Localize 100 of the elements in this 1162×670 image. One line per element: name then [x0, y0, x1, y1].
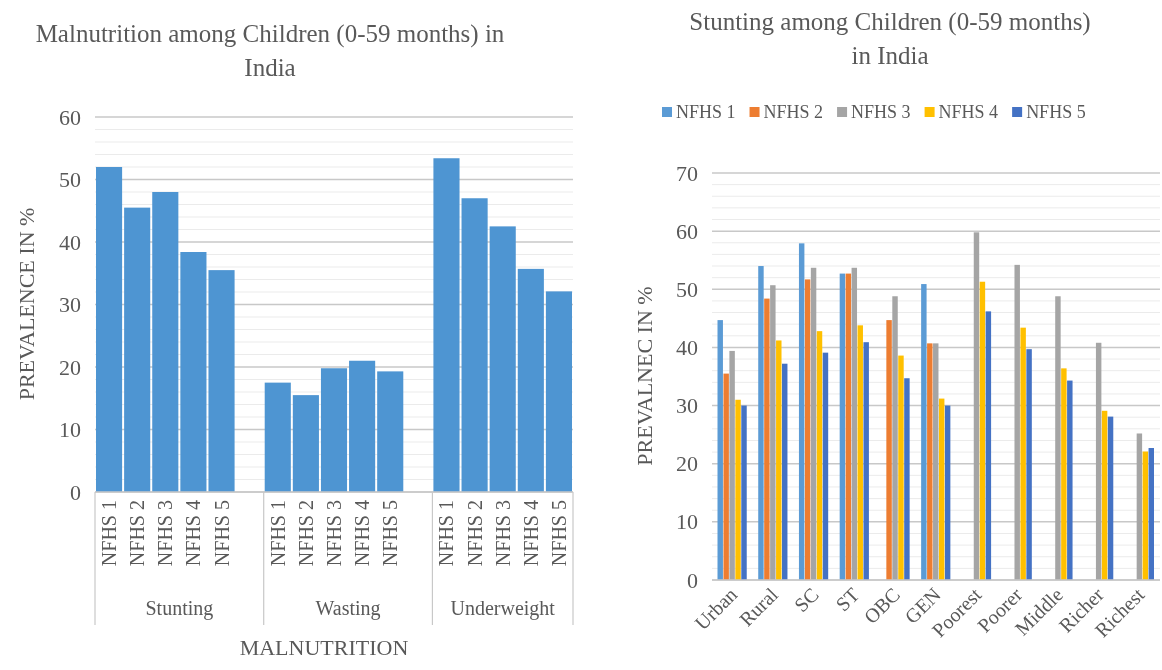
- bar: [349, 360, 376, 492]
- x-tick-label: SC: [789, 583, 823, 617]
- bar: [1020, 327, 1026, 580]
- y-tick-label: 0: [687, 567, 698, 593]
- y-tick-label: 60: [676, 218, 698, 244]
- bar: [741, 405, 747, 580]
- x-tick-label: NFHS 5: [547, 500, 570, 567]
- bar: [810, 267, 817, 580]
- y-tick-label: 40: [676, 334, 698, 360]
- bar: [1014, 264, 1020, 580]
- bar: [264, 382, 291, 492]
- bar: [944, 405, 951, 580]
- bar: [723, 373, 729, 580]
- bar: [152, 192, 179, 492]
- bar: [320, 368, 348, 492]
- bar: [377, 371, 404, 492]
- x-tick-label: NFHS 2: [463, 500, 486, 567]
- x-tick-label: NFHS 2: [126, 500, 149, 567]
- y-tick-label: 50: [59, 167, 81, 193]
- bar: [1067, 380, 1073, 580]
- x-tick-label: NFHS 5: [379, 500, 402, 567]
- bar: [892, 296, 898, 580]
- x-axis-title: MALNUTRITION: [239, 635, 409, 660]
- x-tick-label: NFHS 1: [435, 500, 458, 567]
- bar: [921, 284, 927, 580]
- bar: [292, 395, 319, 492]
- text: Underweight: [450, 597, 556, 620]
- bar: [973, 232, 980, 580]
- y-axis-title: PREVALENCE IN %: [14, 207, 39, 401]
- y-tick-label: 20: [59, 354, 81, 380]
- bar: [1061, 368, 1067, 580]
- bar: [1055, 296, 1061, 580]
- bar: [758, 266, 764, 580]
- bar: [933, 343, 939, 580]
- legend-label: NFHS 1: [676, 102, 736, 122]
- text: Stunting: [145, 597, 214, 620]
- bar: [545, 291, 572, 492]
- x-tick-label: NFHS 3: [323, 500, 345, 567]
- bar: [822, 352, 829, 580]
- x-tick-label: NFHS 4: [351, 500, 374, 567]
- bar: [517, 268, 544, 492]
- y-tick-label: 30: [676, 393, 698, 419]
- bar: [985, 311, 992, 580]
- bar: [845, 273, 852, 580]
- bar: [729, 350, 735, 580]
- bar: [839, 273, 846, 580]
- text: Wasting: [315, 597, 381, 620]
- y-tick-label: 10: [676, 509, 698, 535]
- bar: [208, 270, 235, 492]
- x-tick-label: NFHS 1: [266, 500, 289, 567]
- legend-label: NFHS 5: [1026, 102, 1086, 122]
- bar: [776, 340, 782, 580]
- y-tick-label: 50: [676, 276, 698, 302]
- legend-label: NFHS 3: [851, 102, 911, 122]
- bar: [717, 320, 723, 580]
- x-tick-label: NFHS 4: [519, 500, 542, 567]
- y-tick-label: 30: [59, 292, 81, 318]
- bar: [1142, 451, 1149, 580]
- y-tick-label: 20: [676, 451, 698, 477]
- bar: [1095, 342, 1102, 580]
- bar: [180, 252, 207, 492]
- bar: [798, 243, 805, 580]
- bar: [489, 226, 516, 492]
- bar: [804, 279, 811, 580]
- legend-label: NFHS 2: [763, 102, 824, 122]
- bar: [816, 331, 823, 580]
- bar: [863, 342, 869, 580]
- bar: [1148, 448, 1155, 580]
- x-tick-label: NFHS 5: [210, 500, 233, 567]
- bar: [782, 363, 788, 580]
- x-tick-label: NFHS 3: [491, 500, 514, 567]
- bar: [1107, 416, 1114, 580]
- y-tick-label: 0: [70, 479, 81, 505]
- bar: [764, 298, 770, 580]
- bar: [770, 285, 776, 580]
- chart-title: Stunting among Children (0-59 months) in India: [689, 8, 1091, 69]
- bar: [1136, 433, 1143, 580]
- bar: [1101, 410, 1108, 580]
- x-tick-label: NFHS 3: [154, 500, 177, 567]
- bar: [461, 198, 488, 492]
- bar: [124, 207, 151, 492]
- y-tick-label: 40: [59, 229, 81, 255]
- x-tick-label: NFHS 1: [98, 500, 121, 567]
- bar: [927, 343, 933, 580]
- bar: [904, 378, 910, 580]
- y-tick-label: 70: [676, 160, 698, 186]
- bar: [857, 325, 863, 580]
- y-axis-title: PREVALNEC IN %: [632, 286, 657, 466]
- bar: [433, 158, 460, 492]
- bar: [898, 355, 904, 580]
- bar: [886, 320, 892, 580]
- bar: [96, 167, 123, 492]
- bar: [851, 267, 858, 580]
- legend-label: NFHS 4: [938, 102, 999, 122]
- bar: [1026, 349, 1032, 580]
- y-tick-label: 10: [59, 417, 81, 443]
- x-tick-label: NFHS 2: [294, 500, 317, 567]
- bar: [979, 281, 986, 580]
- chart-title: Malnutrition among Children (0-59 months) in India: [35, 20, 505, 81]
- x-tick-label: NFHS 4: [182, 500, 205, 567]
